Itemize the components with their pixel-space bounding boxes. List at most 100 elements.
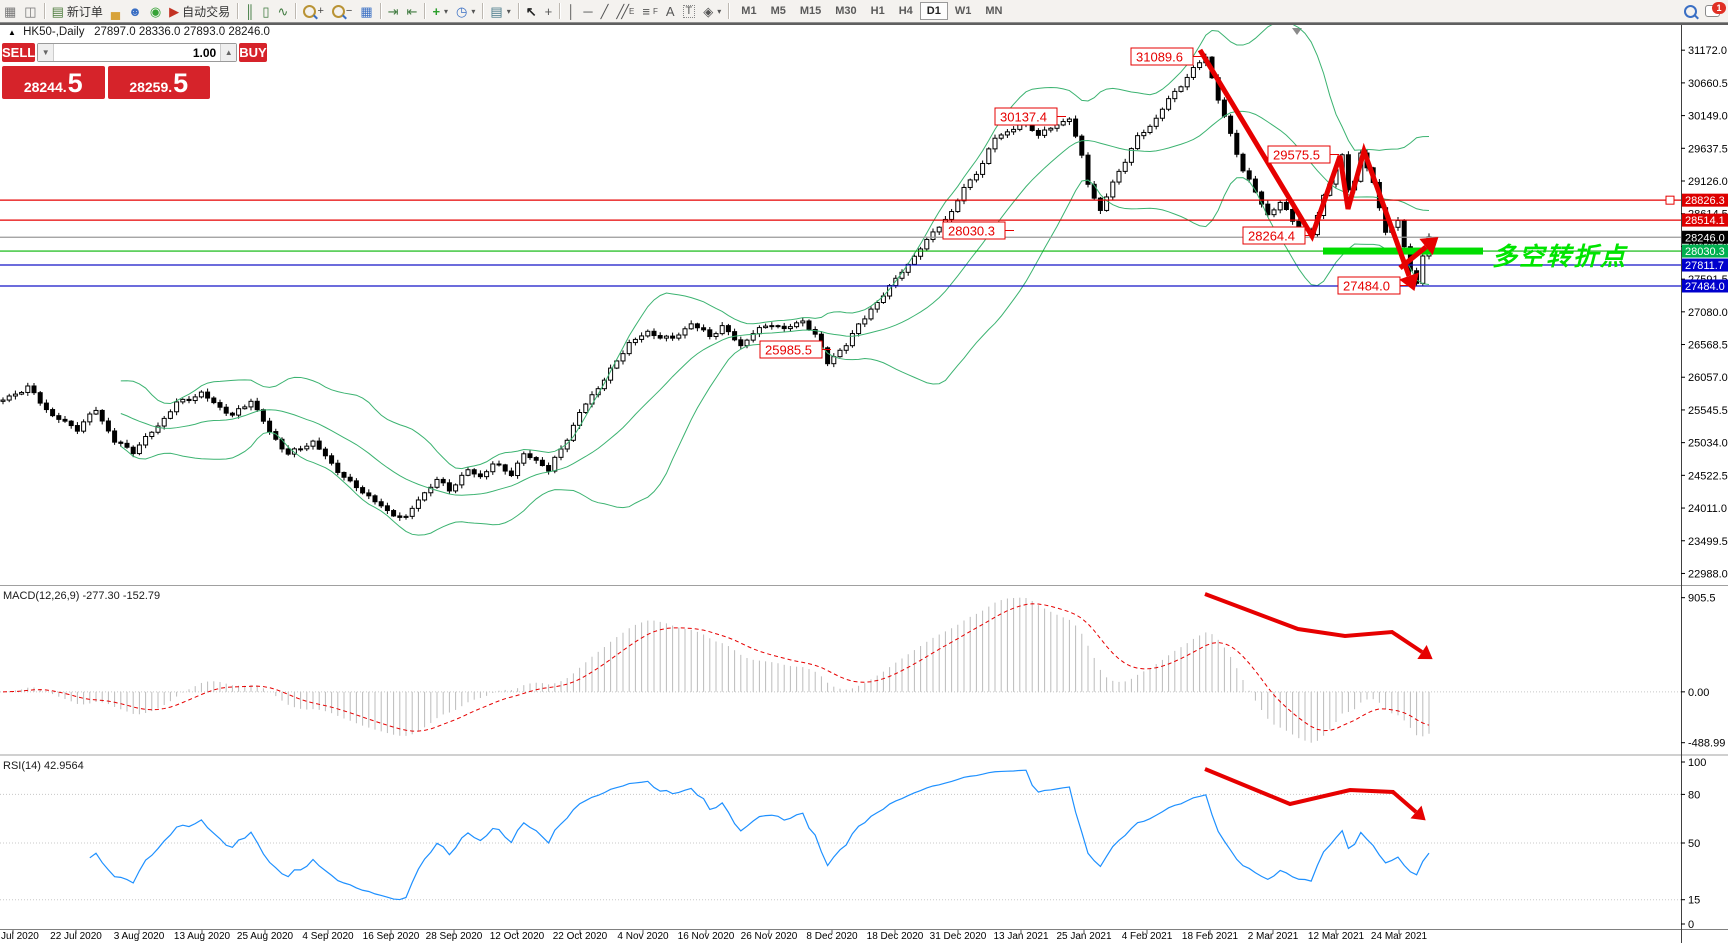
sell-price: 28244. bbox=[23, 79, 67, 95]
timeframe-button-H4[interactable]: H4 bbox=[898, 5, 913, 17]
step-back-button[interactable]: ⇤ bbox=[403, 1, 422, 21]
tile-windows-button[interactable]: ▦ bbox=[356, 1, 376, 21]
trendline-button[interactable]: ╱ bbox=[597, 1, 613, 21]
svg-text:23499.5: 23499.5 bbox=[1688, 536, 1728, 548]
toolbar-separator bbox=[517, 3, 519, 19]
step-back-icon: ⇤ bbox=[406, 3, 418, 19]
volume-input[interactable] bbox=[54, 44, 221, 61]
search-button[interactable] bbox=[1680, 1, 1701, 21]
horizontal-line-button[interactable]: ─ bbox=[579, 1, 596, 21]
svg-text:28826.3: 28826.3 bbox=[1685, 195, 1725, 207]
new-chart-button[interactable]: ▦ bbox=[0, 1, 20, 21]
svg-text:13 Jan 2021: 13 Jan 2021 bbox=[993, 931, 1048, 942]
bar-chart-button[interactable]: ║ bbox=[241, 1, 258, 21]
templates-button[interactable]: ▤ ▾ bbox=[486, 1, 514, 21]
svg-text:25 Aug 2020: 25 Aug 2020 bbox=[237, 931, 294, 942]
candlestick-chart-button[interactable]: ▯ bbox=[258, 1, 273, 21]
volume-decrease-button[interactable]: ▼ bbox=[38, 44, 55, 61]
timeframe-button-M5[interactable]: M5 bbox=[770, 5, 786, 17]
timeframe-bar: M1 M5 M15 M30 H1 H4 D1 W1 MN bbox=[734, 2, 1009, 20]
auto-trading-button[interactable]: ▶ 自动交易 bbox=[165, 1, 234, 21]
svg-text:30660.5: 30660.5 bbox=[1688, 78, 1728, 90]
sell-price-panel[interactable]: 28244. 5 bbox=[2, 66, 105, 99]
fibonacci-icon: ≡ bbox=[642, 3, 650, 19]
price-axis: 31172.030660.530149.029637.529126.028614… bbox=[1681, 45, 1728, 580]
horizontal-line-icon: ─ bbox=[583, 3, 593, 19]
vertical-line-button[interactable]: │ bbox=[563, 1, 579, 21]
buy-button[interactable]: BUY bbox=[239, 43, 267, 62]
equidistant-channel-button[interactable]: ╱╱ E bbox=[616, 3, 635, 19]
svg-text:25985.5: 25985.5 bbox=[765, 343, 812, 358]
text-label-button[interactable]: T bbox=[679, 1, 700, 21]
chevron-down-icon: ▾ bbox=[471, 6, 476, 16]
svg-text:13 Aug 2020: 13 Aug 2020 bbox=[174, 931, 231, 942]
svg-text:29637.5: 29637.5 bbox=[1688, 143, 1728, 155]
timeframe-button-H1[interactable]: H1 bbox=[870, 5, 885, 17]
buy-price-panel[interactable]: 28259. 5 bbox=[107, 66, 210, 99]
timeframe-button-M15[interactable]: M15 bbox=[799, 5, 822, 17]
zoom-out-button[interactable]: − bbox=[328, 1, 356, 21]
volume-increase-button[interactable]: ▲ bbox=[220, 44, 237, 61]
sell-button[interactable]: SELL bbox=[2, 43, 36, 62]
svg-text:27484.0: 27484.0 bbox=[1343, 279, 1390, 294]
svg-text:22988.0: 22988.0 bbox=[1688, 568, 1728, 580]
vertical-line-icon: │ bbox=[567, 3, 576, 19]
svg-text:30149.0: 30149.0 bbox=[1688, 111, 1728, 123]
annotations: 31089.6 30137.4 29575.5 28264.4 28030.3 27484… bbox=[759, 47, 1626, 359]
timeframe-button-M30[interactable]: M30 bbox=[835, 5, 857, 17]
notification-badge: 1 bbox=[1712, 2, 1726, 14]
signals-button[interactable]: ◉ bbox=[146, 1, 165, 21]
svg-text:22 Jul 2020: 22 Jul 2020 bbox=[50, 931, 102, 942]
add-indicator-button[interactable]: + ▾ bbox=[428, 1, 452, 21]
community-icon: ☻ bbox=[128, 3, 142, 19]
timeframe-button-D1[interactable]: D1 bbox=[919, 2, 948, 20]
cursor-button[interactable]: ↖ bbox=[522, 1, 541, 21]
svg-text:26568.5: 26568.5 bbox=[1688, 340, 1728, 352]
volume-stepper: ▼ ▲ bbox=[37, 43, 238, 62]
svg-text:18 Dec 2020: 18 Dec 2020 bbox=[867, 931, 924, 942]
svg-text:31 Dec 2020: 31 Dec 2020 bbox=[930, 931, 987, 942]
fibonacci-button[interactable]: ≡ F bbox=[642, 3, 658, 19]
svg-text:RSI(14) 42.9564: RSI(14) 42.9564 bbox=[3, 760, 84, 772]
text-label-icon: T bbox=[682, 4, 696, 18]
chat-button[interactable]: 1 bbox=[1701, 1, 1728, 21]
toolbar-separator bbox=[728, 3, 730, 19]
bar-chart-icon: ║ bbox=[245, 3, 255, 19]
new-order-icon: ▤ bbox=[51, 3, 64, 19]
profiles-button[interactable]: ◫ bbox=[20, 1, 40, 21]
community-button[interactable]: ☻ bbox=[124, 1, 146, 21]
toolbar-separator bbox=[424, 3, 426, 19]
one-click-trading-panel: SELL ▼ ▲ BUY 28244.5 28259.5 bbox=[2, 43, 267, 99]
buy-price-big-digit: 5 bbox=[173, 68, 189, 98]
text-button[interactable]: A bbox=[662, 1, 679, 21]
svg-text:3 Aug 2020: 3 Aug 2020 bbox=[114, 931, 165, 942]
candlestick-chart-icon: ▯ bbox=[262, 3, 270, 19]
auto-trading-label: 自动交易 bbox=[182, 4, 231, 19]
quotes-button[interactable]: ▄ bbox=[107, 1, 124, 21]
chevron-down-icon: ▾ bbox=[717, 6, 722, 16]
crosshair-button[interactable]: + bbox=[541, 1, 557, 21]
zoom-in-button[interactable]: + bbox=[299, 1, 327, 21]
svg-text:15: 15 bbox=[1688, 895, 1700, 907]
svg-text:2 Mar 2021: 2 Mar 2021 bbox=[1248, 931, 1299, 942]
timeframe-button-M1[interactable]: M1 bbox=[741, 5, 757, 17]
new-order-label: 新订单 bbox=[66, 4, 103, 19]
timeframe-button-W1[interactable]: W1 bbox=[954, 5, 972, 17]
price-chart-canvas[interactable]: 31172.030660.530149.029637.529126.028614… bbox=[0, 22, 1728, 943]
tile-windows-icon: ▦ bbox=[360, 3, 373, 19]
profiles-icon: ◫ bbox=[24, 3, 37, 19]
timeframe-button-MN[interactable]: MN bbox=[985, 5, 1003, 17]
svg-text:50: 50 bbox=[1688, 838, 1700, 850]
price-axis-badges: 28826.3 28514.1 28246.0 28030.3 27811.7 27484… bbox=[1682, 193, 1728, 293]
new-chart-icon: ▦ bbox=[4, 3, 17, 19]
periods-button[interactable]: ◷ ▾ bbox=[452, 1, 479, 21]
step-forward-button[interactable]: ⇥ bbox=[384, 1, 403, 21]
step-forward-icon: ⇥ bbox=[387, 3, 399, 19]
chart-symbol-header: ▲ HK50-,Daily 27897.0 28336.0 27893.0 28… bbox=[8, 26, 270, 38]
line-chart-button[interactable]: ∿ bbox=[274, 1, 293, 21]
svg-text:24 Mar 2021: 24 Mar 2021 bbox=[1371, 931, 1428, 942]
new-order-button[interactable]: ▤ 新订单 bbox=[48, 1, 107, 21]
search-icon bbox=[1684, 4, 1697, 18]
arrows-button[interactable]: ◈ ▾ bbox=[699, 1, 725, 21]
svg-text:31172.0: 31172.0 bbox=[1688, 45, 1727, 57]
